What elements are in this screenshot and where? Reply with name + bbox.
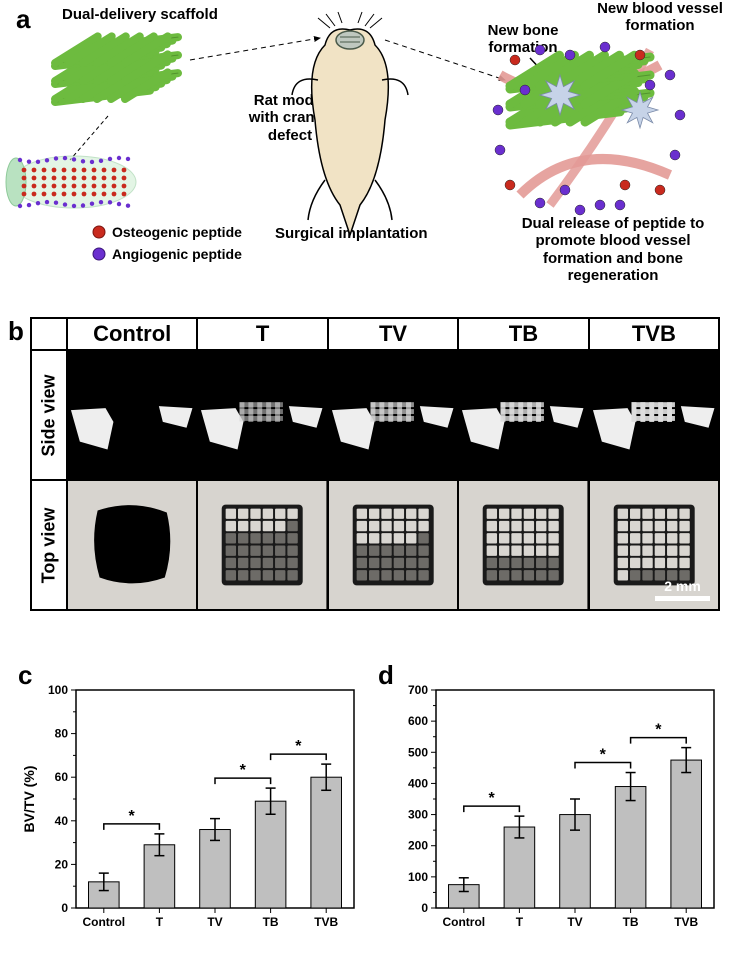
top-cell xyxy=(66,481,198,611)
top-cell xyxy=(459,481,589,611)
svg-text:*: * xyxy=(240,762,247,779)
svg-text:80: 80 xyxy=(55,727,69,741)
svg-text:BV/TV (%): BV/TV (%) xyxy=(21,766,37,833)
svg-text:T: T xyxy=(156,915,164,929)
svg-text:Control: Control xyxy=(82,915,125,929)
svg-text:TVB: TVB xyxy=(674,915,698,929)
panel-b-grid: Control T TV TB TVB Side view Top view 2… xyxy=(30,317,720,611)
svg-text:TB: TB xyxy=(623,915,639,929)
svg-text:*: * xyxy=(488,790,495,807)
side-cell xyxy=(459,351,589,481)
top-cell: 2 mm xyxy=(590,481,720,611)
svg-text:20: 20 xyxy=(55,857,69,871)
svg-text:*: * xyxy=(295,738,302,755)
svg-text:TB: TB xyxy=(263,915,279,929)
svg-text:100: 100 xyxy=(408,870,428,884)
top-cell xyxy=(329,481,459,611)
svg-text:*: * xyxy=(128,808,135,825)
svg-text:TV: TV xyxy=(207,915,222,929)
svg-text:TV: TV xyxy=(567,915,582,929)
svg-text:Control: Control xyxy=(442,915,485,929)
side-cell xyxy=(329,351,459,481)
row-label-top: Top view xyxy=(30,481,66,611)
col-header: Control xyxy=(66,317,198,351)
svg-text:300: 300 xyxy=(408,808,428,822)
col-header: T xyxy=(198,317,328,351)
grid-corner xyxy=(30,317,66,351)
grid-header-row: Control T TV TB TVB xyxy=(30,317,720,351)
svg-text:600: 600 xyxy=(408,714,428,728)
svg-text:TVB: TVB xyxy=(314,915,338,929)
panel-a-schematic: Dual-delivery scaffold Rat modelwith cra… xyxy=(0,0,733,310)
row-label-side: Side view xyxy=(30,351,66,481)
chart-c: 0 20 40 60 80 100 BV/TV (%) Control T TV TB TVB * * * xyxy=(18,662,368,952)
top-view-row: Top view 2 mm xyxy=(30,481,720,611)
scale-bar: 2 mm xyxy=(655,578,710,601)
col-header: TVB xyxy=(590,317,720,351)
svg-text:0: 0 xyxy=(421,901,428,915)
side-cell xyxy=(198,351,328,481)
svg-text:700: 700 xyxy=(408,683,428,697)
svg-text:400: 400 xyxy=(408,776,428,790)
svg-text:500: 500 xyxy=(408,745,428,759)
svg-text:*: * xyxy=(600,747,607,764)
top-cell xyxy=(198,481,328,611)
svg-text:*: * xyxy=(655,722,662,739)
side-cell xyxy=(590,351,720,481)
svg-text:T: T xyxy=(516,915,524,929)
side-view-row: Side view xyxy=(30,351,720,481)
svg-text:100: 100 xyxy=(48,683,68,697)
col-header: TB xyxy=(459,317,589,351)
chart-d: 0 100 200 300 400 500 600 700 Control T TV TB TVB * * * xyxy=(378,662,728,952)
panel-label-b: b xyxy=(8,316,24,347)
svg-text:40: 40 xyxy=(55,814,69,828)
side-cell xyxy=(66,351,198,481)
col-header: TV xyxy=(329,317,459,351)
svg-text:200: 200 xyxy=(408,839,428,853)
svg-text:60: 60 xyxy=(55,770,69,784)
schematic-svg xyxy=(0,0,733,310)
svg-text:0: 0 xyxy=(61,901,68,915)
